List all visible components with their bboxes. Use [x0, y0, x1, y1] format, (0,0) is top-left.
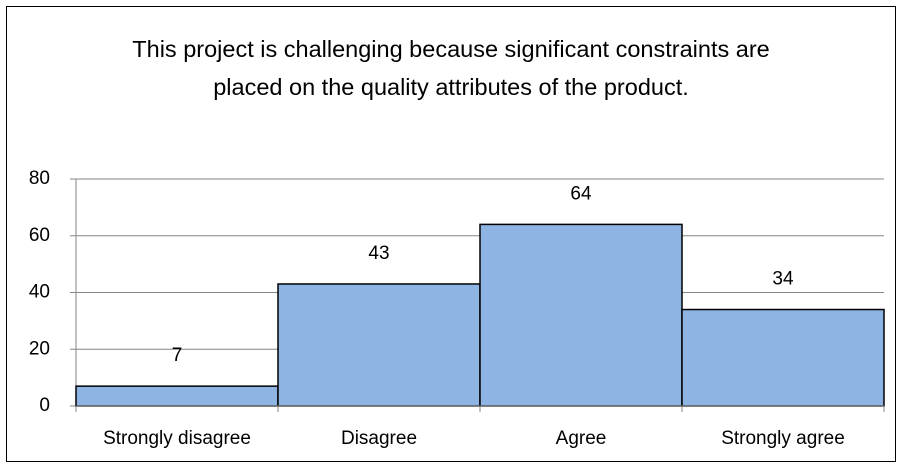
data-label: 64 — [570, 183, 592, 204]
data-label: 34 — [772, 269, 794, 290]
x-tick-label: Strongly agree — [721, 428, 845, 449]
bar — [479, 223, 683, 407]
y-tick-label: 60 — [29, 225, 50, 246]
bar — [681, 308, 885, 407]
y-tick-label: 0 — [39, 395, 50, 416]
chart-title: This project is challenging because sign… — [132, 36, 770, 100]
y-tick-label: 40 — [29, 282, 50, 303]
data-label: 7 — [172, 345, 183, 366]
x-tick-label: Disagree — [341, 428, 417, 449]
x-tick-label: Strongly disagree — [103, 428, 251, 449]
y-tick-label: 20 — [29, 338, 50, 359]
y-tick-label: 80 — [29, 168, 50, 189]
x-tick-label: Agree — [556, 428, 607, 449]
chart-frame — [6, 6, 896, 462]
bar — [277, 283, 481, 407]
bar — [75, 385, 279, 407]
data-label: 43 — [368, 243, 389, 264]
